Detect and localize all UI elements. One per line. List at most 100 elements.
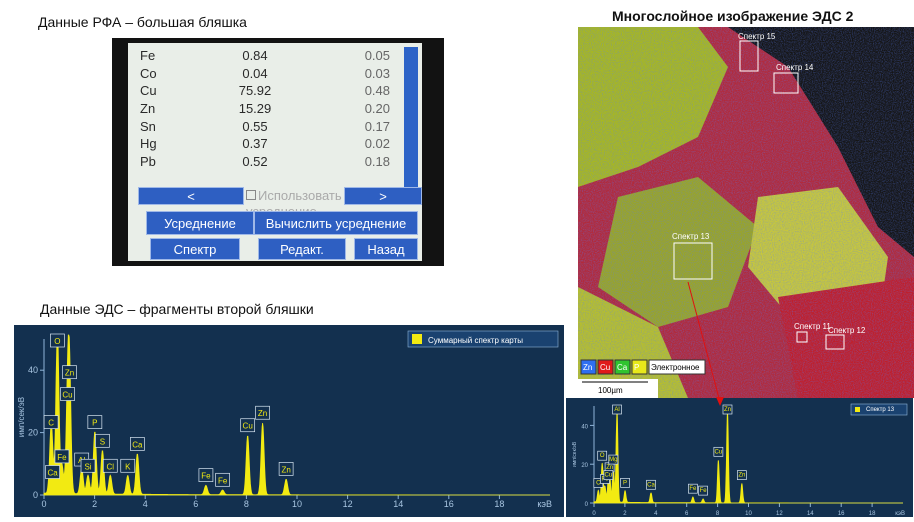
spectrum-13-box bbox=[673, 242, 713, 280]
x-tick-label: 0 bbox=[41, 499, 46, 509]
peak-label: Fe bbox=[57, 453, 67, 462]
xrf-error: 0.03 bbox=[364, 65, 390, 81]
peak-label-box bbox=[54, 449, 70, 464]
x-tick-label: 12 bbox=[776, 511, 783, 517]
spectrum-15-box bbox=[739, 40, 759, 72]
x-tick-label: 8 bbox=[244, 499, 249, 509]
peak-label: Cl bbox=[107, 462, 115, 471]
peak-label-box bbox=[240, 418, 256, 433]
legend-swatch bbox=[614, 359, 631, 375]
eds-spectrum13-svg: 0 2 4 6 8 10 12 14 16 18 0 20 40 кэВ имп/сек/эВ C O Fe Zn C… bbox=[566, 398, 913, 517]
xrf-element: Zn bbox=[140, 101, 156, 117]
xrf-row: Pb 0.52 0.18 bbox=[140, 153, 400, 171]
peak-label-box bbox=[612, 404, 622, 415]
xrf-element: Cu bbox=[140, 83, 157, 99]
peak-label-box bbox=[278, 462, 294, 476]
xrf-next-button[interactable]: > bbox=[344, 187, 422, 205]
spectrum-series bbox=[43, 334, 550, 496]
x-tick-label: 6 bbox=[685, 511, 689, 517]
peak-label: Cu bbox=[605, 473, 613, 479]
xrf-back-button[interactable]: Назад bbox=[354, 238, 418, 260]
peak-label-box bbox=[688, 483, 698, 494]
peak-label-box bbox=[130, 437, 145, 451]
xrf-average-button[interactable]: Усреднение bbox=[146, 211, 254, 235]
x-tick-label: 10 bbox=[745, 511, 752, 517]
peak-label-box bbox=[43, 415, 59, 429]
peak-label-box bbox=[120, 458, 136, 473]
legend-box bbox=[850, 403, 908, 416]
eds-summary-spectrum-chart: 0 2 4 6 8 10 12 14 16 18 0 20 40 кэВ имп/сек/эВ C O Fe Ca Z… bbox=[14, 325, 564, 517]
spectrum-12-label: Спектр 12 bbox=[828, 326, 866, 335]
xrf-element: Sn bbox=[140, 118, 156, 134]
y-axis-label: имп/сек/эВ bbox=[17, 397, 26, 437]
checkbox-box[interactable] bbox=[246, 190, 256, 200]
peak-label-box bbox=[620, 478, 630, 488]
x-tick-label: 2 bbox=[92, 499, 97, 509]
xrf-error: 0.17 bbox=[364, 118, 390, 134]
xrf-element: Pb bbox=[140, 153, 156, 169]
x-tick-label: 0 bbox=[592, 511, 596, 517]
xrf-value: 0.55 bbox=[242, 118, 268, 134]
xrf-element: Co bbox=[140, 65, 157, 81]
x-tick-label: 4 bbox=[654, 511, 658, 517]
peak-label: Cu bbox=[62, 391, 72, 400]
eds-summary-spectrum-svg: 0 2 4 6 8 10 12 14 16 18 0 20 40 кэВ имп/сек/эВ C O Fe Ca Z… bbox=[14, 325, 564, 517]
peak-label: Fe bbox=[689, 486, 697, 492]
xrf-prev-button[interactable]: < bbox=[138, 187, 244, 205]
xrf-results-table: Fe 0.84 0.05 Co 0.04 0.03 Cu 75.92 0.48 Zn 15.29 0.… bbox=[140, 47, 400, 170]
chart-background bbox=[14, 325, 564, 517]
xrf-value: 0.84 bbox=[242, 48, 268, 64]
x-tick-label: 18 bbox=[869, 511, 876, 517]
x-tick-label: 8 bbox=[716, 511, 720, 517]
peak-label-box bbox=[608, 454, 619, 465]
peak-label-box bbox=[45, 465, 60, 479]
peak-label: Al bbox=[614, 407, 619, 413]
xrf-error: 0.18 bbox=[364, 153, 390, 169]
x-tick-label: 14 bbox=[393, 499, 403, 509]
peak-label: P bbox=[623, 480, 627, 486]
peak-label: Mg bbox=[609, 457, 617, 463]
legend-swatch bbox=[631, 359, 648, 375]
x-axis-label: кэВ bbox=[537, 499, 552, 509]
xrf-spectrum-button[interactable]: Спектр bbox=[150, 238, 240, 260]
peak-label-box bbox=[603, 470, 614, 480]
eds-spectrum13-chart: 0 2 4 6 8 10 12 14 16 18 0 20 40 кэВ имп/сек/эВ C O Fe Zn C… bbox=[566, 398, 913, 517]
xrf-error: 0.20 bbox=[364, 101, 390, 117]
xrf-row: Hg 0.37 0.02 bbox=[140, 135, 400, 153]
legend-box bbox=[407, 330, 559, 348]
peak-label-box bbox=[50, 333, 65, 348]
peak-label-box bbox=[87, 415, 103, 429]
y-tick-label: 0 bbox=[33, 490, 38, 500]
map-caption: Многослойное изображение ЭДС 2 bbox=[612, 8, 854, 24]
xrf-edit-button[interactable]: Редакт. bbox=[258, 238, 346, 260]
legend-label: P bbox=[634, 363, 639, 372]
x-tick-label: 4 bbox=[143, 499, 148, 509]
peak-label: Zn bbox=[606, 465, 613, 471]
peak-label-box bbox=[80, 458, 96, 473]
xrf-value: 0.52 bbox=[242, 153, 268, 169]
peak-label-box bbox=[102, 458, 118, 473]
legend-swatch bbox=[855, 407, 860, 412]
spectrum-14-box bbox=[773, 72, 799, 94]
xrf-element: Hg bbox=[140, 136, 157, 152]
xrf-device-photo: Fe 0.84 0.05 Co 0.04 0.03 Cu 75.92 0.48 Zn 15.29 0.… bbox=[112, 38, 444, 266]
xrf-compute-average-button[interactable]: Вычислить усреднение bbox=[254, 211, 418, 235]
xrf-error: 0.48 bbox=[364, 83, 390, 99]
peak-label-box bbox=[198, 468, 214, 482]
peak-label: Ca bbox=[47, 469, 58, 478]
peak-label-box bbox=[255, 405, 270, 420]
peak-label-box bbox=[597, 450, 608, 461]
legend-text: Суммарный спектр карты bbox=[428, 336, 523, 345]
eds-map-image: Спектр 15 Спектр 14 Спектр 13 Спектр 12 … bbox=[578, 27, 914, 398]
y-tick-label: 20 bbox=[581, 463, 588, 469]
spectrum-12-box bbox=[825, 334, 845, 350]
spectrum-15-label: Спектр 15 bbox=[738, 32, 776, 41]
peak-label-box bbox=[646, 479, 656, 490]
xrf-value: 15.29 bbox=[238, 101, 272, 117]
xrf-value: 0.04 bbox=[242, 65, 268, 81]
eds-caption: Данные ЭДС – фрагменты второй бляшки bbox=[40, 301, 314, 317]
scale-label: 100µm bbox=[598, 386, 623, 395]
peak-label-box bbox=[95, 433, 110, 448]
y-tick-label: 0 bbox=[585, 502, 589, 508]
xrf-scrollbar[interactable] bbox=[404, 47, 418, 187]
